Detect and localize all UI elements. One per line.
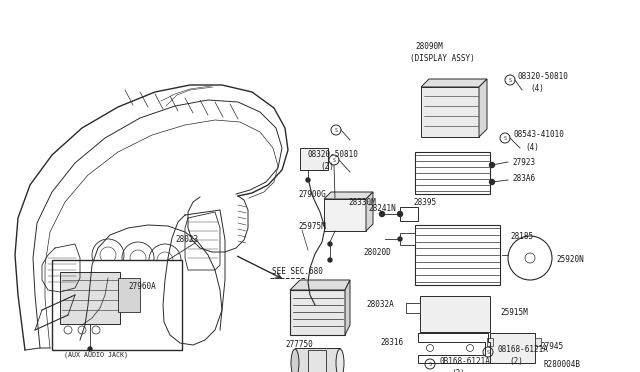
- Circle shape: [328, 242, 332, 246]
- Text: (2): (2): [451, 369, 465, 372]
- Text: 28330M: 28330M: [348, 198, 376, 207]
- Text: (AUX AUDIO JACK): (AUX AUDIO JACK): [64, 352, 128, 359]
- Text: (2): (2): [320, 162, 334, 171]
- Text: 25920N: 25920N: [556, 255, 584, 264]
- Polygon shape: [421, 79, 487, 87]
- Text: (4): (4): [530, 84, 544, 93]
- Bar: [406, 303, 420, 313]
- Text: 277750: 277750: [285, 340, 313, 349]
- Text: 28185: 28185: [510, 232, 533, 241]
- Polygon shape: [290, 280, 350, 290]
- Text: 28395: 28395: [413, 198, 436, 207]
- Bar: [118, 278, 140, 312]
- Circle shape: [398, 237, 402, 241]
- Text: S: S: [335, 128, 337, 132]
- Polygon shape: [345, 280, 350, 335]
- Bar: [415, 152, 490, 194]
- Text: (DISPLAY ASSY): (DISPLAY ASSY): [410, 54, 475, 63]
- Circle shape: [88, 347, 92, 351]
- Circle shape: [306, 178, 310, 182]
- Text: 28032A: 28032A: [366, 300, 394, 309]
- Bar: [300, 148, 328, 170]
- Circle shape: [397, 212, 403, 217]
- Text: 27923: 27923: [512, 158, 535, 167]
- Text: S: S: [504, 135, 506, 141]
- Bar: [295, 348, 340, 372]
- Bar: [290, 290, 345, 335]
- Text: 0B168-6121A: 0B168-6121A: [439, 357, 490, 366]
- Text: 27900G: 27900G: [298, 190, 326, 199]
- Polygon shape: [479, 79, 487, 137]
- Text: 08543-41010: 08543-41010: [513, 130, 564, 139]
- Text: 08320-50810: 08320-50810: [518, 72, 569, 81]
- Bar: [420, 296, 490, 332]
- Text: S: S: [509, 77, 511, 83]
- Text: 28023: 28023: [175, 235, 198, 244]
- Ellipse shape: [291, 349, 299, 372]
- Bar: [52, 260, 182, 350]
- Bar: [324, 199, 366, 231]
- Text: SEE SEC.680: SEE SEC.680: [272, 267, 323, 276]
- Text: 28020D: 28020D: [363, 248, 391, 257]
- Bar: [400, 233, 415, 245]
- Circle shape: [490, 163, 495, 167]
- Text: 283A6: 283A6: [512, 174, 535, 183]
- Text: 28316: 28316: [380, 338, 403, 347]
- Text: (4): (4): [525, 143, 539, 152]
- Text: 25975M: 25975M: [298, 222, 326, 231]
- Text: 08168-6121A: 08168-6121A: [497, 345, 548, 354]
- Text: R280004B: R280004B: [543, 360, 580, 369]
- Bar: [415, 225, 500, 285]
- Circle shape: [380, 212, 385, 217]
- Bar: [487, 338, 493, 346]
- Bar: [490, 333, 535, 363]
- Text: 28090M: 28090M: [415, 42, 443, 51]
- Text: S: S: [333, 157, 335, 163]
- Text: S: S: [429, 362, 431, 366]
- Text: 28241N: 28241N: [368, 204, 396, 213]
- Circle shape: [328, 258, 332, 262]
- Bar: [308, 350, 326, 372]
- Ellipse shape: [336, 349, 344, 372]
- Text: 27960A: 27960A: [128, 282, 156, 291]
- Polygon shape: [366, 192, 373, 231]
- Text: S: S: [486, 350, 490, 355]
- Bar: [400, 207, 418, 221]
- Bar: [60, 272, 120, 324]
- Bar: [421, 87, 479, 137]
- Text: (2): (2): [509, 357, 523, 366]
- Text: 27945: 27945: [540, 342, 563, 351]
- Text: 25915M: 25915M: [500, 308, 528, 317]
- Polygon shape: [324, 192, 373, 199]
- Text: 08320-50810: 08320-50810: [308, 150, 359, 159]
- Bar: [535, 338, 541, 346]
- Circle shape: [490, 180, 495, 185]
